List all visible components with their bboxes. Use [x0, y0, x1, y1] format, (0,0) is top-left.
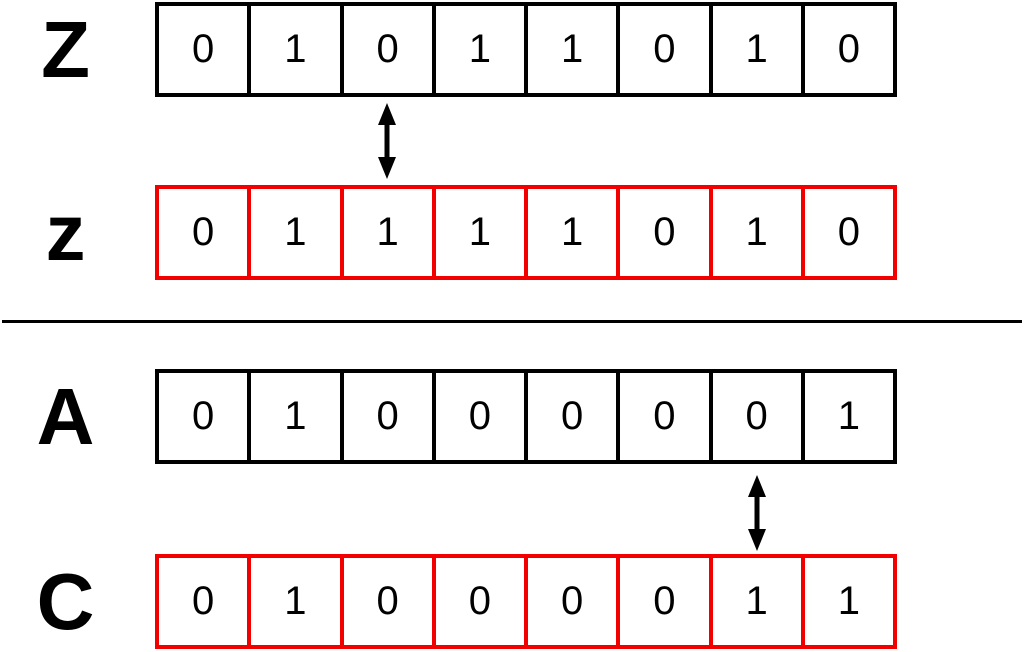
- bit-cell: 1: [708, 189, 801, 276]
- bit-cell: 0: [339, 6, 432, 93]
- bit-cell: 0: [524, 558, 616, 645]
- register-label-z: z: [45, 187, 86, 277]
- bit-cell: 1: [800, 558, 893, 645]
- bit-cell: 0: [800, 6, 893, 93]
- bit-cell: 0: [616, 373, 708, 460]
- register-row-A: 0 1 0 0 0 0 0 1: [155, 369, 897, 464]
- bit-cell: 1: [524, 6, 616, 93]
- bit-cell: 0: [192, 210, 215, 254]
- bit-cell: 0: [192, 394, 215, 438]
- register-label-C: C: [36, 556, 95, 646]
- bit-cell: 0: [524, 373, 616, 460]
- bit-cell: 1: [708, 6, 801, 93]
- bit-cell: 0: [192, 27, 215, 71]
- bit-cell: 1: [339, 189, 432, 276]
- bit-cell: 1: [247, 373, 339, 460]
- section-divider: [2, 320, 1022, 323]
- double-headed-vertical-arrow-icon: [748, 475, 766, 551]
- bit-cell: 1: [524, 189, 616, 276]
- bit-cell: 0: [192, 579, 215, 623]
- register-label-Z: Z: [41, 4, 90, 94]
- bit-cell: 0: [708, 373, 801, 460]
- bit-cell: 0: [800, 189, 893, 276]
- register-row-z: 0 1 1 1 1 0 1 0: [155, 185, 897, 280]
- bit-cell: 0: [431, 558, 524, 645]
- bit-cell: 1: [431, 6, 524, 93]
- bit-cell: 1: [431, 189, 524, 276]
- bit-cell: 1: [708, 558, 801, 645]
- bit-cell: 1: [247, 189, 339, 276]
- bit-cell: 0: [616, 189, 708, 276]
- bit-cell: 1: [800, 373, 893, 460]
- double-headed-vertical-arrow-icon: [378, 103, 396, 179]
- bit-cell: 0: [431, 373, 524, 460]
- bit-cell: 0: [616, 6, 708, 93]
- bit-cell: 0: [616, 558, 708, 645]
- bit-cell: 0: [339, 373, 432, 460]
- register-label-A: A: [36, 371, 95, 461]
- bit-cell: 1: [247, 558, 339, 645]
- bit-cell: 1: [247, 6, 339, 93]
- bit-cell: 0: [339, 558, 432, 645]
- register-row-C: 0 1 0 0 0 0 1 1: [155, 554, 897, 649]
- register-row-Z: 0 1 0 1 1 0 1 0: [155, 2, 897, 97]
